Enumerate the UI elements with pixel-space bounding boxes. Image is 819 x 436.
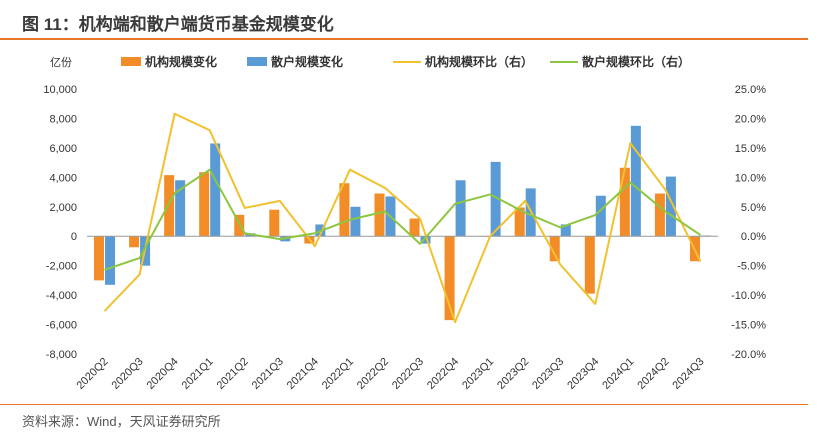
legend-label: 机构规模环比（右） [425,54,533,69]
left-axis-tick-label: -4,000 [46,290,77,302]
left-axis-tick-label: 6,000 [49,143,77,155]
legend-label: 散户规模变化 [271,54,343,69]
x-axis-tick-label: 2021Q1 [180,356,216,392]
bar-retail [420,236,431,244]
x-axis-tick-label: 2023Q4 [565,356,601,392]
left-axis-tick-label: 2,000 [49,202,77,214]
retail-ratio-line [104,168,702,271]
right-axis-tick-label: 15.0% [735,143,766,155]
bar-retail [560,224,571,237]
right-axis-tick-label: 5.0% [741,202,766,214]
bar-institutional [269,209,280,237]
left-axis-tick-label: 8,000 [49,113,77,125]
bar-institutional [584,236,595,294]
bar-institutional [339,183,350,237]
right-axis-tick-label: 20.0% [735,113,766,125]
bar-retail [455,180,466,237]
bar-institutional [94,236,105,281]
left-axis-tick-label: 4,000 [49,172,77,184]
x-axis-tick-label: 2021Q2 [215,356,251,392]
x-axis-tick-label: 2020Q3 [110,356,146,392]
footer-divider [0,404,808,405]
institutional-ratio-line [103,112,702,324]
x-axis-tick-label: 2021Q4 [285,356,321,392]
bar-series [94,125,711,321]
right-axis-tick-label: -10.0% [731,290,766,302]
bar-retail [595,195,606,237]
legend-swatch [121,57,141,66]
right-axis-tick-label: 10.0% [735,172,766,184]
left-axis-tick-label: 0 [71,231,77,243]
bar-institutional [654,193,665,237]
bar-institutional [549,236,560,262]
left-axis-tick-label: -8,000 [46,349,77,361]
right-axis-tick-label: -20.0% [731,349,766,361]
bar-institutional [409,218,420,237]
legend-label: 散户规模环比（右） [582,54,690,69]
bar-retail [105,236,116,285]
left-axis-tick-label: 10,000 [43,84,77,96]
x-axis-tick-label: 2024Q1 [600,356,636,392]
line-series [103,112,702,324]
bar-institutional [199,172,210,237]
x-axis-tick-label: 2024Q2 [635,356,671,392]
bar-institutional [444,236,455,321]
bar-institutional [514,207,525,237]
right-axis-tick-label: -15.0% [731,320,766,332]
bar-retail [665,176,676,237]
bar-institutional [374,193,385,237]
legend-label: 机构规模变化 [145,54,217,69]
bar-retail [350,206,361,237]
chart-legend: 机构规模变化 散户规模变化 机构规模环比（右） 散户规模环比（右） [121,54,690,69]
x-axis-labels: 2020Q22020Q32020Q42021Q12021Q22021Q32021… [74,356,706,392]
x-axis-tick-label: 2023Q1 [460,356,496,392]
x-axis-tick-label: 2020Q4 [145,356,181,392]
x-axis-tick-label: 2023Q3 [530,356,566,392]
bar-retail [490,161,501,237]
left-axis: -8,000 -6,000 -4,000 -2,000 0 2,000 4,000 6,000… [43,84,77,361]
right-axis-tick-label: 25.0% [735,84,766,96]
x-axis-tick-label: 2021Q3 [250,356,286,392]
x-axis-tick-label: 2024Q3 [670,356,706,392]
right-axis-tick-label: -5.0% [737,261,766,273]
x-axis-tick-label: 2022Q4 [425,356,461,392]
right-axis: -20.0% -15.0% -10.0% -5.0% 0.0% 5.0% 10.0% 15.0… [731,84,766,361]
left-axis-tick-label: -2,000 [46,261,77,273]
bar-institutional [619,167,630,237]
x-axis-tick-label: 2023Q2 [495,356,531,392]
legend-swatch [247,57,267,66]
x-axis-tick-label: 2022Q1 [320,356,356,392]
x-axis-tick-label: 2022Q3 [390,356,426,392]
x-axis-tick-label: 2022Q2 [355,356,391,392]
bar-retail [175,180,186,237]
left-axis-tick-label: -6,000 [46,320,77,332]
title-divider [0,38,808,40]
right-axis-tick-label: 0.0% [741,231,766,243]
bar-institutional [164,175,175,237]
bar-institutional [129,236,140,248]
x-axis-tick-label: 2020Q2 [74,356,110,392]
figure-title: 图 11：机构端和散户端货币基金规模变化 [22,15,334,34]
bar-institutional [234,214,245,237]
bar-retail [210,143,221,237]
source-note: 资料来源：Wind，天风证券研究所 [22,414,221,429]
left-axis-unit-label: 亿份 [50,56,72,69]
bar-retail [630,125,641,237]
